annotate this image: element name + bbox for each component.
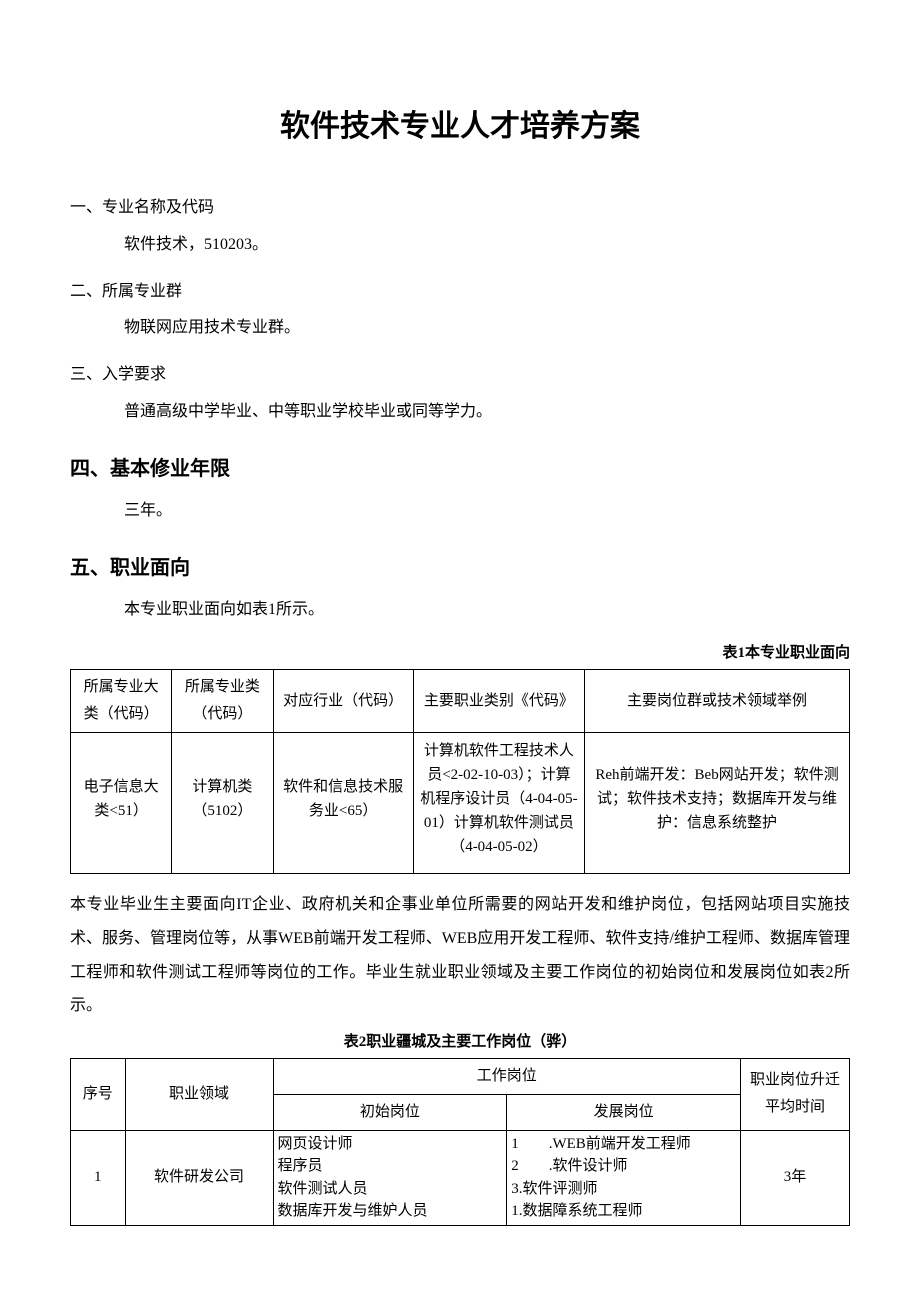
table-row: 序号 职业领域 工作岗位 职业岗位升迁平均时间: [71, 1058, 850, 1094]
table1-cell-c1: 电子信息大类<51）: [71, 733, 172, 874]
list-item: 数据库开发与维妒人员: [278, 1200, 503, 1223]
section-5-content: 本专业职业面向如表1所示。: [70, 596, 850, 625]
table2-header-seq: 序号: [71, 1058, 126, 1130]
section-5-heading: 五、职业面向: [70, 550, 850, 586]
list-item: 1.数据障系统工程师: [511, 1200, 736, 1223]
table2-header-domain: 职业领域: [125, 1058, 273, 1130]
table1-cell-c5: Reh前端开发：Beb网站开发；软件测试；软件技术支持；数据库开发与维护：信息系…: [585, 733, 850, 874]
table1-header-c4: 主要职业类别《代码》: [413, 670, 584, 733]
list-item: 1 .WEB前端开发工程师: [511, 1133, 736, 1156]
table1-caption: 表1本专业职业面向: [70, 640, 850, 667]
section-4-heading: 四、基本修业年限: [70, 451, 850, 487]
list-item: 3.软件评测师: [511, 1178, 736, 1201]
table2-cell-domain: 软件研发公司: [125, 1130, 273, 1225]
table1-header-c3: 对应行业（代码）: [273, 670, 413, 733]
list-item: 网页设计师: [278, 1133, 503, 1156]
table1-cell-c3: 软件和信息技术服务业<65）: [273, 733, 413, 874]
table1-cell-c2: 计算机类（5102）: [172, 733, 273, 874]
section-1-heading: 一、专业名称及代码: [70, 194, 850, 223]
section-1-content: 软件技术，510203。: [70, 231, 850, 260]
table2-cell-seq: 1: [71, 1130, 126, 1225]
table2-header-initial: 初始岗位: [273, 1094, 507, 1130]
table2-cell-initial: 网页设计师 程序员 软件测试人员 数据库开发与维妒人员: [273, 1130, 507, 1225]
section-4-content: 三年。: [70, 497, 850, 526]
section-2-heading: 二、所属专业群: [70, 278, 850, 307]
list-item: 2 .软件设计师: [511, 1155, 736, 1178]
table1-header-c2: 所属专业类（代码）: [172, 670, 273, 733]
table1-cell-c4: 计算机软件工程技术人员<2-02-10-03）；计算机程序设计员（4-04-05…: [413, 733, 584, 874]
table-row: 1 软件研发公司 网页设计师 程序员 软件测试人员 数据库开发与维妒人员 1 .…: [71, 1130, 850, 1225]
table1-header-c1: 所属专业大类（代码）: [71, 670, 172, 733]
table2-header-avg: 职业岗位升迁平均时间: [740, 1058, 849, 1130]
table2-cell-avg: 3年: [740, 1130, 849, 1225]
table2: 序号 职业领域 工作岗位 职业岗位升迁平均时间 初始岗位 发展岗位 1 软件研发…: [70, 1058, 850, 1226]
table-row: 电子信息大类<51） 计算机类（5102） 软件和信息技术服务业<65） 计算机…: [71, 733, 850, 874]
list-item: 程序员: [278, 1155, 503, 1178]
section-2-content: 物联网应用技术专业群。: [70, 314, 850, 343]
section-3-heading: 三、入学要求: [70, 361, 850, 390]
section-3-content: 普通高级中学毕业、中等职业学校毕业或同等学力。: [70, 398, 850, 427]
paragraph-body: 本专业毕业生主要面向IT企业、政府机关和企事业单位所需要的网站开发和维护岗位，包…: [70, 888, 850, 1022]
table-row: 所属专业大类（代码） 所属专业类（代码） 对应行业（代码） 主要职业类别《代码》…: [71, 670, 850, 733]
table2-header-develop: 发展岗位: [507, 1094, 741, 1130]
table2-header-job-group: 工作岗位: [273, 1058, 740, 1094]
table1-header-c5: 主要岗位群或技术领域举例: [585, 670, 850, 733]
document-title: 软件技术专业人才培养方案: [70, 100, 850, 154]
table1: 所属专业大类（代码） 所属专业类（代码） 对应行业（代码） 主要职业类别《代码》…: [70, 669, 850, 874]
list-item: 软件测试人员: [278, 1178, 503, 1201]
table2-caption: 表2职业疆城及主要工作岗位（骅）: [70, 1029, 850, 1056]
table2-cell-develop: 1 .WEB前端开发工程师 2 .软件设计师 3.软件评测师 1.数据障系统工程…: [507, 1130, 741, 1225]
